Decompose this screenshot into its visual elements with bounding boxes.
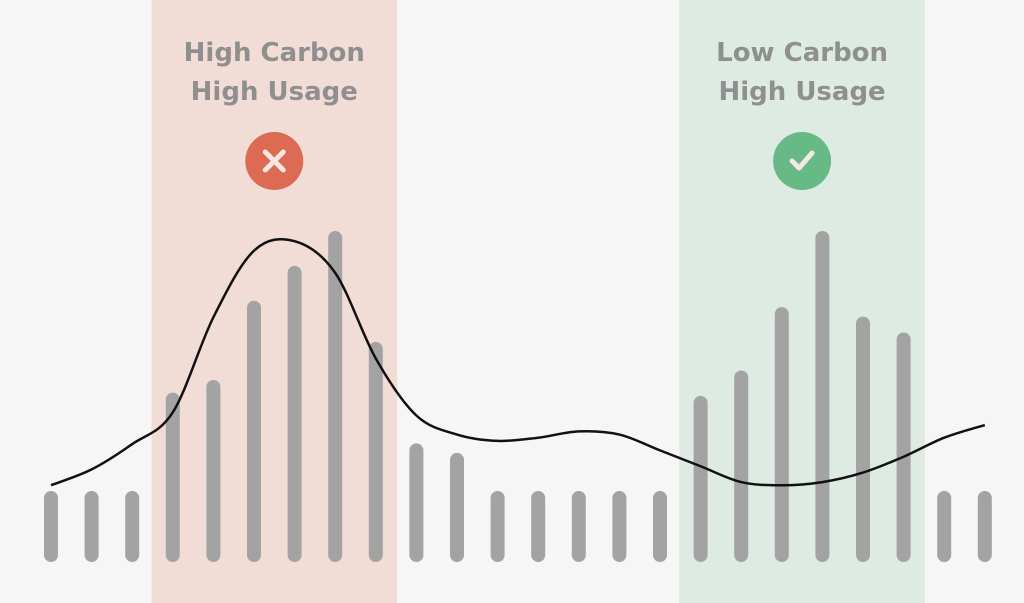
check-icon <box>773 132 832 190</box>
band-high-carbon <box>151 0 398 603</box>
band-high-label-line1: High Carbon <box>184 38 365 68</box>
label-layer: High Carbon High Usage Low Carbon High U… <box>184 38 888 190</box>
band-low-label-line2: High Usage <box>718 77 885 107</box>
band-high-label-line2: High Usage <box>191 77 358 107</box>
band-low-label-line1: Low Carbon <box>716 38 888 68</box>
close-icon-glyph <box>262 149 286 173</box>
usage-curve <box>50 237 986 487</box>
bars-layer <box>44 231 992 562</box>
close-icon <box>245 132 304 190</box>
band-low-carbon <box>679 0 925 603</box>
check-icon-glyph <box>789 150 815 171</box>
band-layer <box>151 0 925 603</box>
